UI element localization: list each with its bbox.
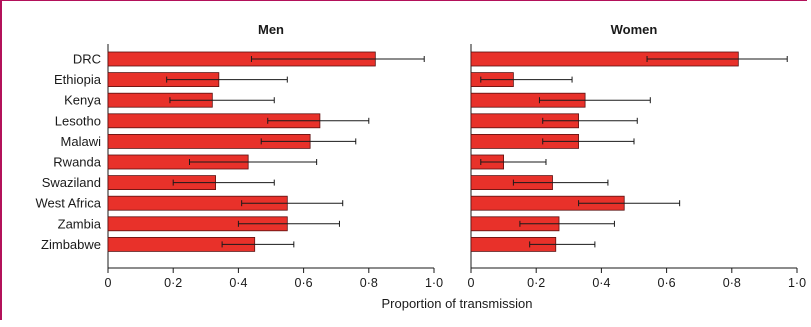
x-tick-label: 0 (105, 276, 112, 290)
category-label: Ethiopia (54, 72, 102, 87)
category-label: Malawi (61, 134, 102, 149)
category-label: Lesotho (55, 113, 101, 128)
x-tick-label: 0·6 (295, 276, 313, 290)
category-label: Zimbabwe (41, 237, 101, 252)
panel-title-women: Women (611, 22, 658, 37)
x-tick-label: 0·2 (164, 276, 182, 290)
panel-women: Women 0 0·2 0·4 0·6 0·8 1·0 (468, 22, 807, 290)
x-tick-label: 0·2 (527, 276, 545, 290)
category-label: Kenya (64, 93, 102, 108)
x-axis-title: Proportion of transmission (381, 296, 532, 311)
category-label: Rwanda (53, 155, 101, 170)
x-tick-label: 0·4 (229, 276, 247, 290)
category-label: Swaziland (42, 175, 101, 190)
x-tick-label: 0 (468, 276, 475, 290)
category-label: West Africa (35, 196, 101, 211)
category-label: Zambia (58, 216, 102, 231)
x-tick-label: 1·0 (788, 276, 806, 290)
figure-frame (0, 0, 807, 320)
category-label: DRC (73, 52, 101, 67)
x-tick-label: 0·4 (592, 276, 610, 290)
panel-title-men: Men (258, 22, 284, 37)
category-labels: DRC Ethiopia Kenya Lesotho Malawi Rwanda Swazi… (35, 52, 101, 252)
x-tick-label: 1·0 (425, 276, 443, 290)
x-tick-label: 0·8 (360, 276, 378, 290)
x-tick-label: 0·6 (658, 276, 676, 290)
x-tick-label: 0·8 (723, 276, 741, 290)
panel-men: Men 0 0·2 0·4 0·6 0·8 1·0 (105, 22, 444, 290)
